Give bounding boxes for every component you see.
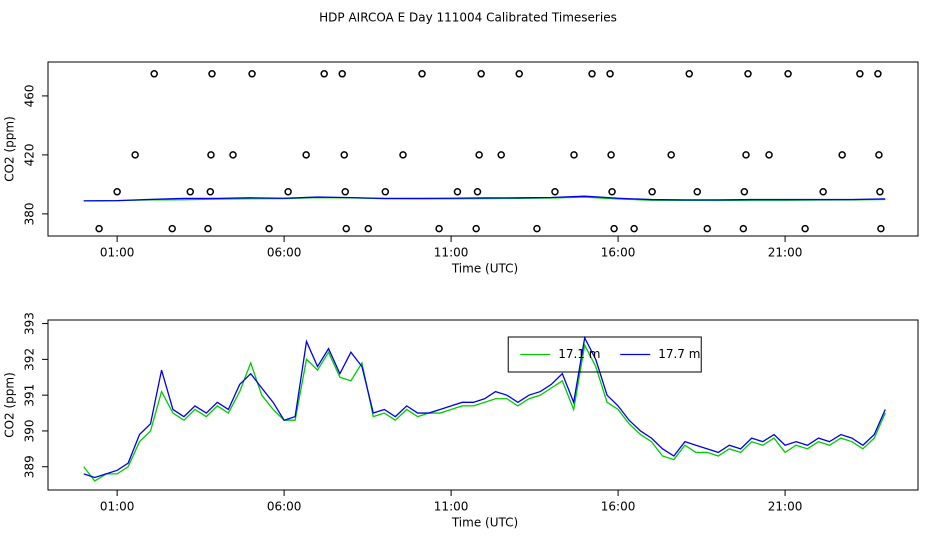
flag-point <box>551 188 559 196</box>
flag-point <box>473 188 482 196</box>
flag-point <box>168 224 176 233</box>
flag-point <box>838 151 846 159</box>
flag-point <box>248 70 256 78</box>
x-tick-label: 06:00 <box>267 246 302 260</box>
flag-point <box>784 70 792 78</box>
x-tick-label: 11:00 <box>434 500 469 514</box>
flag-point <box>856 70 864 78</box>
flag-point <box>95 224 103 233</box>
flag-point <box>472 224 480 233</box>
flag-point <box>342 224 350 233</box>
flag-point <box>765 151 773 159</box>
legend-label: 17.1 m <box>558 347 600 361</box>
flag-point <box>204 224 212 233</box>
flag-point <box>742 151 750 159</box>
x-tick-label: 21:00 <box>768 500 803 514</box>
flag-point <box>475 151 483 159</box>
flag-point <box>399 151 407 159</box>
flag-point <box>515 70 523 78</box>
flag-point <box>740 188 749 196</box>
y-tick-label: 389 <box>23 455 37 478</box>
chart-title: HDP AIRCOA E Day 111004 Calibrated Times… <box>319 11 617 25</box>
flag-point <box>610 224 618 233</box>
y-tick-label: 460 <box>23 84 37 107</box>
flag-point <box>265 224 273 233</box>
flag-point <box>302 151 310 159</box>
y-axis-label: CO2 (ppm) <box>3 116 17 182</box>
x-axis-label: Time (UTC) <box>451 262 518 276</box>
flag-point <box>453 188 462 196</box>
y-axis-label: CO2 (ppm) <box>3 372 17 438</box>
flag-point <box>667 151 675 159</box>
y-tick-label: 393 <box>23 312 37 335</box>
flag-point <box>364 224 373 233</box>
plot-frame <box>47 61 919 237</box>
flag-point <box>208 70 216 78</box>
y-tick-label: 390 <box>23 419 37 442</box>
flag-point <box>876 188 884 196</box>
flag-point <box>570 151 578 159</box>
y-tick-label: 380 <box>23 202 37 225</box>
flag-point <box>801 224 809 233</box>
y-tick-label: 420 <box>23 143 37 166</box>
legend-label: 17.7 m <box>658 347 700 361</box>
legend-box <box>507 336 702 373</box>
x-tick-label: 01:00 <box>100 500 135 514</box>
flag-point <box>341 188 349 196</box>
x-tick-label: 16:00 <box>601 500 636 514</box>
flag-point <box>875 151 883 159</box>
flag-point <box>284 188 292 196</box>
flag-point <box>685 70 693 78</box>
flag-point <box>608 188 616 196</box>
flag-point <box>113 188 121 196</box>
flag-point <box>131 151 139 159</box>
series-line <box>83 343 886 482</box>
flag-point <box>877 224 885 233</box>
x-tick-label: 11:00 <box>434 246 469 260</box>
flag-point <box>744 70 752 78</box>
x-tick-label: 06:00 <box>267 500 302 514</box>
flag-point <box>739 224 748 233</box>
flag-point <box>533 224 541 233</box>
flag-point <box>207 151 215 159</box>
flag-point <box>703 224 712 233</box>
y-tick-label: 392 <box>23 348 37 371</box>
plot-frame <box>47 319 919 491</box>
flag-point <box>606 70 614 78</box>
flag-point <box>588 70 596 78</box>
flag-point <box>186 188 195 196</box>
flag-point <box>819 188 827 196</box>
flag-point <box>338 70 346 78</box>
flag-point <box>630 224 638 233</box>
flag-point <box>206 188 215 196</box>
x-tick-label: 01:00 <box>100 246 135 260</box>
x-tick-label: 16:00 <box>601 246 636 260</box>
flag-point <box>320 70 328 78</box>
flag-point <box>418 70 426 78</box>
flag-point <box>693 188 701 196</box>
flag-point <box>497 151 505 159</box>
y-tick-label: 391 <box>23 384 37 407</box>
x-tick-label: 21:00 <box>768 246 803 260</box>
flag-point <box>435 224 443 233</box>
flag-point <box>381 188 390 196</box>
series-line <box>83 195 886 202</box>
flag-point <box>648 188 656 196</box>
flag-point <box>607 151 615 159</box>
flag-point <box>150 70 158 78</box>
flag-point <box>229 151 237 159</box>
x-axis-label: Time (UTC) <box>451 516 518 530</box>
flag-point <box>477 70 485 78</box>
flag-point <box>340 151 348 159</box>
series-line <box>83 335 886 479</box>
flag-point <box>874 70 882 78</box>
